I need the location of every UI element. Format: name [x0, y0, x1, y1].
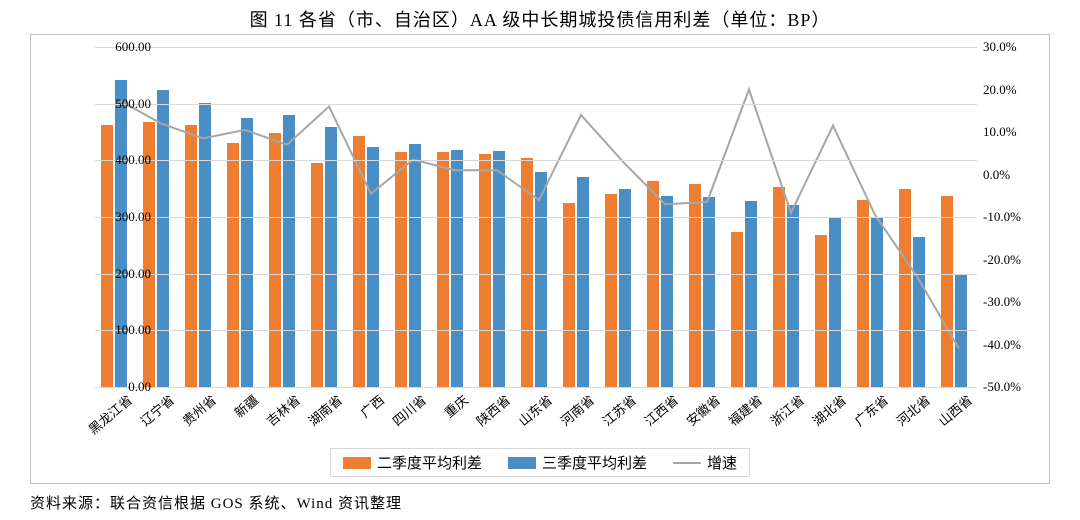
legend-growth: 增速	[673, 452, 737, 473]
y-right-tick: -10.0%	[983, 209, 1043, 225]
swatch-q2	[343, 457, 371, 469]
legend-q3: 三季度平均利差	[508, 452, 647, 473]
y-right-tick: -40.0%	[983, 337, 1043, 353]
legend-q2: 二季度平均利差	[343, 452, 482, 473]
y-left-tick: 0.00	[91, 379, 151, 395]
plot-area: 黑龙江省辽宁省贵州省新疆吉林省湖南省广西四川省重庆陕西省山东省河南省江苏省江西省…	[95, 47, 977, 387]
x-tick-label: 广东省	[850, 390, 892, 430]
gridline	[95, 160, 977, 161]
source-text: 资料来源：联合资信根据 GOS 系统、Wind 资讯整理	[30, 492, 402, 513]
x-tick-label: 广西	[356, 390, 388, 421]
y-left-tick: 300.00	[91, 209, 151, 225]
swatch-growth	[673, 462, 701, 464]
legend-q3-label: 三季度平均利差	[542, 452, 647, 473]
y-left-tick: 100.00	[91, 322, 151, 338]
y-left-tick: 200.00	[91, 266, 151, 282]
x-tick-label: 陕西省	[472, 390, 514, 430]
y-right-tick: 0.0%	[983, 167, 1043, 183]
x-tick-label: 江苏省	[598, 390, 640, 430]
x-tick-label: 新疆	[230, 390, 262, 421]
y-right-tick: -30.0%	[983, 294, 1043, 310]
gridline	[95, 274, 977, 275]
x-tick-label: 山西省	[934, 390, 976, 430]
x-tick-label: 黑龙江省	[84, 390, 136, 438]
swatch-q3	[508, 457, 536, 469]
y-left-tick: 500.00	[91, 96, 151, 112]
x-tick-label: 湖南省	[304, 390, 346, 430]
x-tick-label: 山东省	[514, 390, 556, 430]
x-tick-label: 河南省	[556, 390, 598, 430]
chart-area: 黑龙江省辽宁省贵州省新疆吉林省湖南省广西四川省重庆陕西省山东省河南省江苏省江西省…	[30, 34, 1050, 484]
y-right-tick: -50.0%	[983, 379, 1043, 395]
gridline	[95, 330, 977, 331]
y-left-tick: 400.00	[91, 152, 151, 168]
x-tick-label: 重庆	[440, 390, 472, 421]
x-tick-label: 河北省	[892, 390, 934, 430]
gridline	[95, 47, 977, 48]
x-tick-label: 辽宁省	[136, 390, 178, 430]
legend: 二季度平均利差 三季度平均利差 增速	[330, 448, 750, 477]
gridline	[95, 104, 977, 105]
y-right-tick: 20.0%	[983, 82, 1043, 98]
legend-q2-label: 二季度平均利差	[377, 452, 482, 473]
x-tick-label: 浙江省	[766, 390, 808, 430]
y-right-tick: 10.0%	[983, 124, 1043, 140]
x-tick-label: 福建省	[724, 390, 766, 430]
x-tick-label: 安徽省	[682, 390, 724, 430]
gridline	[95, 217, 977, 218]
y-left-tick: 600.00	[91, 39, 151, 55]
x-tick-label: 江西省	[640, 390, 682, 430]
x-tick-label: 贵州省	[178, 390, 220, 430]
x-tick-label: 吉林省	[262, 390, 304, 430]
x-tick-label: 湖北省	[808, 390, 850, 430]
gridline	[95, 387, 977, 388]
x-tick-label: 四川省	[388, 390, 430, 430]
legend-growth-label: 增速	[707, 452, 737, 473]
y-right-tick: -20.0%	[983, 252, 1043, 268]
y-right-tick: 30.0%	[983, 39, 1043, 55]
